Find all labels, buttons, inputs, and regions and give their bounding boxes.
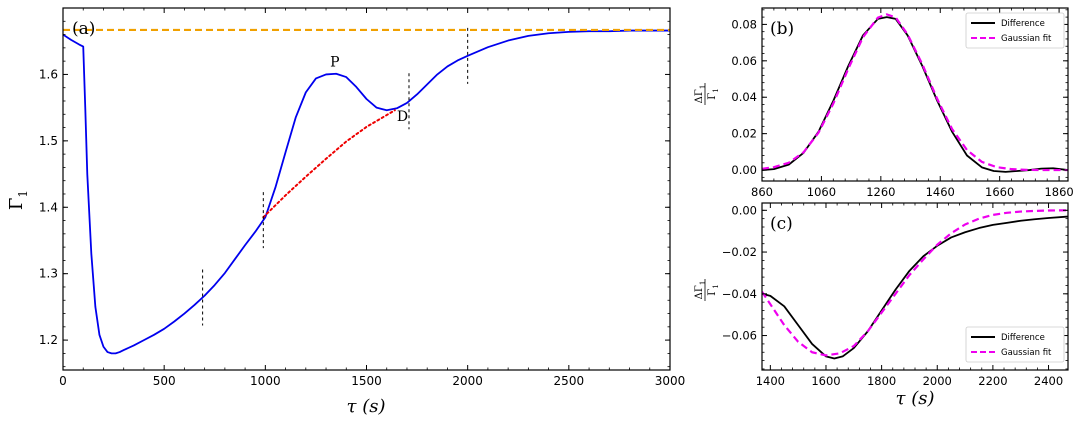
panel-c-xtick-label: 1800 (867, 374, 896, 388)
panel-b-legend: Difference Gaussian fit (965, 12, 1065, 49)
panel-c-ylabel-den: Γ (707, 289, 718, 296)
panel-a-ticks: 0 500 1000 1500 2000 2500 3000 1.2 1.3 1.4 1.5 1.6 (39, 8, 685, 388)
panel-c-xtick-label: 1600 (811, 374, 840, 388)
panel-b-ytick-label: 0.06 (731, 54, 757, 68)
panel-c-ytick-label: −0.06 (722, 329, 757, 343)
panel-c-legend-difference: Difference (1001, 333, 1045, 343)
panel-b-series (762, 13, 1068, 173)
panel-a-ytick-label: 1.2 (39, 333, 58, 347)
panel-c-ylabel-num: ΔΓ (694, 285, 705, 299)
panel-b-legend-gaussian: Gaussian fit (1001, 34, 1052, 44)
panel-b-series-line (762, 13, 1068, 172)
panel-b-ticks: 860 1060 1260 1460 1660 1860 0.00 0.02 0.04 0.06 0… (731, 8, 1074, 199)
panel-b: 860 1060 1260 1460 1660 1860 0.00 0.02 0.04 0.06 0… (694, 7, 1074, 199)
panel-b-ytick-label: 0.02 (731, 127, 757, 141)
panel-c-ylabel-num-sub: 1 (699, 281, 707, 285)
panel-a-series-line (63, 29, 670, 355)
panel-b-ytick-label: 0.00 (731, 163, 757, 177)
panel-b-ylabel: ΔΓ1 Γ1 (694, 83, 720, 105)
panel-c-ytick-label: −0.04 (722, 287, 757, 301)
panel-a-ytick-label: 1.3 (39, 267, 58, 281)
panel-c-series-line (762, 215, 1068, 360)
panel-a-series (63, 27, 670, 355)
panel-a-ylabel: Γ1 (6, 190, 30, 210)
panel-b-label: (b) (770, 19, 794, 39)
panel-c-series-line (762, 209, 1068, 357)
panel-c-ytick-label: 0.00 (731, 203, 757, 217)
panel-a-ytick-label: 1.5 (39, 134, 58, 148)
panel-c: 1400 1600 1800 2000 2200 2400 0.00 −0.02 −0.04 −0… (694, 202, 1069, 409)
panel-a-xlabel: τ (s) (347, 396, 386, 417)
panel-b-ytick-label: 0.04 (731, 90, 757, 104)
panel-a-xtick-label: 500 (153, 374, 176, 388)
annotation-p: P (330, 54, 339, 70)
panel-c-legend-box (965, 326, 1065, 363)
panel-a-ylabel-sub: 1 (16, 190, 30, 198)
panel-c-xtick-label: 2000 (923, 374, 952, 388)
panel-c-label: (c) (770, 214, 793, 234)
panel-a-series-line (262, 109, 396, 219)
panel-c-legend-gaussian: Gaussian fit (1001, 348, 1052, 358)
panel-c-xtick-label: 1400 (756, 374, 785, 388)
panel-c-frame (761, 202, 1069, 371)
panel-a-ytick-label: 1.4 (39, 200, 58, 214)
panel-b-xtick-label: 1060 (807, 185, 836, 199)
svg-text:ΔΓ1: ΔΓ1 (694, 281, 707, 300)
svg-text:Γ1: Γ1 (707, 284, 720, 295)
panel-b-legend-difference: Difference (1001, 19, 1045, 29)
panel-c-ylabel: ΔΓ1 Γ1 (694, 279, 720, 301)
panel-a-ytick-label: 1.6 (39, 67, 58, 81)
panel-c-legend: Difference Gaussian fit (965, 326, 1065, 363)
panel-b-ylabel-den-sub: 1 (712, 88, 720, 92)
panel-a-xtick-label: 2000 (452, 374, 483, 388)
panel-c-ticks: 1400 1600 1800 2000 2200 2400 0.00 −0.02 −0.04 −0… (722, 203, 1068, 388)
panel-b-xtick-label: 1260 (866, 185, 895, 199)
panel-c-xtick-label: 2200 (978, 374, 1007, 388)
panel-b-frame (761, 7, 1069, 182)
panel-c-xlabel: τ (s) (896, 388, 935, 409)
panel-c-ytick-label: −0.02 (722, 245, 757, 259)
panel-a-xtick-label: 3000 (655, 374, 686, 388)
panel-a-xtick-label: 2500 (554, 374, 585, 388)
panel-b-xtick-label: 1460 (926, 185, 955, 199)
panel-a-xtick-label: 1500 (351, 374, 382, 388)
panel-c-series (762, 209, 1068, 360)
panel-b-ylabel-num-sub: 1 (699, 85, 707, 89)
panel-a-frame (62, 7, 671, 371)
panel-b-ylabel-den: Γ (707, 93, 718, 100)
panel-b-xtick-label: 1860 (1044, 185, 1073, 199)
panel-a-xtick-label: 0 (59, 374, 67, 388)
svg-text:Γ1: Γ1 (707, 88, 720, 99)
svg-text:ΔΓ1: ΔΓ1 (694, 85, 707, 104)
panel-b-ylabel-num: ΔΓ (694, 89, 705, 103)
panel-b-ytick-label: 0.08 (731, 17, 757, 31)
annotation-d: D (397, 109, 408, 125)
panel-a: 0 500 1000 1500 2000 2500 30001.21.31.41.51.6 … (6, 7, 685, 417)
panel-b-xtick-label: 1660 (985, 185, 1014, 199)
panel-a-ylabel-main: Γ (6, 198, 27, 211)
panel-b-legend-box (965, 12, 1065, 49)
panel-c-xtick-label: 2400 (1034, 374, 1063, 388)
panel-c-ylabel-den-sub: 1 (712, 284, 720, 288)
svg-text:Γ1: Γ1 (6, 190, 30, 210)
panel-b-xtick-label: 860 (751, 185, 773, 199)
panel-a-label: (a) (72, 19, 95, 39)
panel-a-xtick-label: 1000 (250, 374, 281, 388)
